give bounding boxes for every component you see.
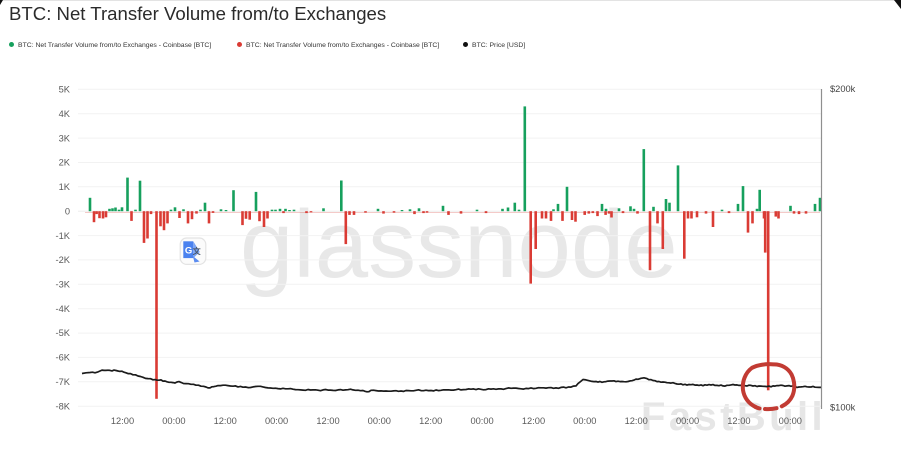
svg-text:00:00: 00:00 [162, 416, 185, 426]
svg-text:$200k: $200k [830, 84, 856, 94]
svg-text:00:00: 00:00 [368, 416, 391, 426]
svg-text:12:00: 12:00 [111, 416, 134, 426]
svg-text:12:00: 12:00 [419, 416, 442, 426]
svg-text:00:00: 00:00 [265, 416, 288, 426]
svg-text:12:00: 12:00 [316, 416, 339, 426]
svg-text:-3K: -3K [56, 280, 71, 290]
svg-text:5K: 5K [59, 85, 71, 95]
svg-text:4K: 4K [59, 109, 71, 119]
svg-text:3K: 3K [59, 133, 71, 143]
svg-text:12:00: 12:00 [727, 416, 750, 426]
svg-text:-2K: -2K [56, 255, 71, 265]
svg-text:12:00: 12:00 [625, 416, 648, 426]
svg-text:-5K: -5K [56, 328, 71, 338]
svg-text:12:00: 12:00 [214, 416, 237, 426]
svg-text:$100k: $100k [830, 403, 856, 413]
svg-text:00:00: 00:00 [470, 416, 493, 426]
svg-text:12:00: 12:00 [522, 416, 545, 426]
svg-text:-6K: -6K [56, 353, 71, 363]
svg-text:G: G [185, 246, 192, 257]
svg-text:00:00: 00:00 [779, 416, 802, 426]
svg-text:-4K: -4K [56, 304, 71, 314]
svg-text:文: 文 [193, 246, 202, 256]
svg-text:0: 0 [65, 206, 70, 216]
svg-text:2K: 2K [59, 158, 71, 168]
svg-text:-8K: -8K [56, 401, 71, 411]
svg-text:-1K: -1K [56, 231, 71, 241]
svg-text:1K: 1K [59, 182, 71, 192]
svg-text:-7K: -7K [56, 377, 71, 387]
svg-text:00:00: 00:00 [573, 416, 596, 426]
svg-text:00:00: 00:00 [676, 416, 699, 426]
